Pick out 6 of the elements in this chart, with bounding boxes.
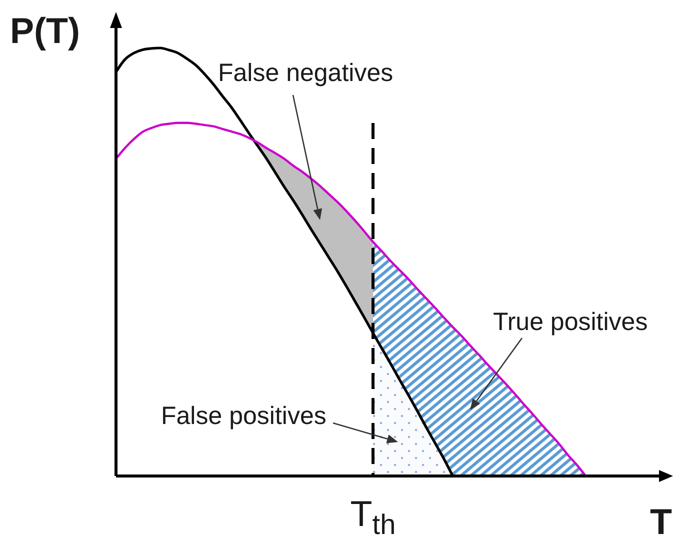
text: T$_{th}$ xyxy=(350,493,396,538)
annotation: True positives xyxy=(493,308,648,336)
annotation: False negatives xyxy=(218,59,394,87)
x-axis-title: T xyxy=(650,501,672,538)
annotation: False positives xyxy=(161,402,326,430)
y-axis-title: P(T) xyxy=(10,10,80,51)
